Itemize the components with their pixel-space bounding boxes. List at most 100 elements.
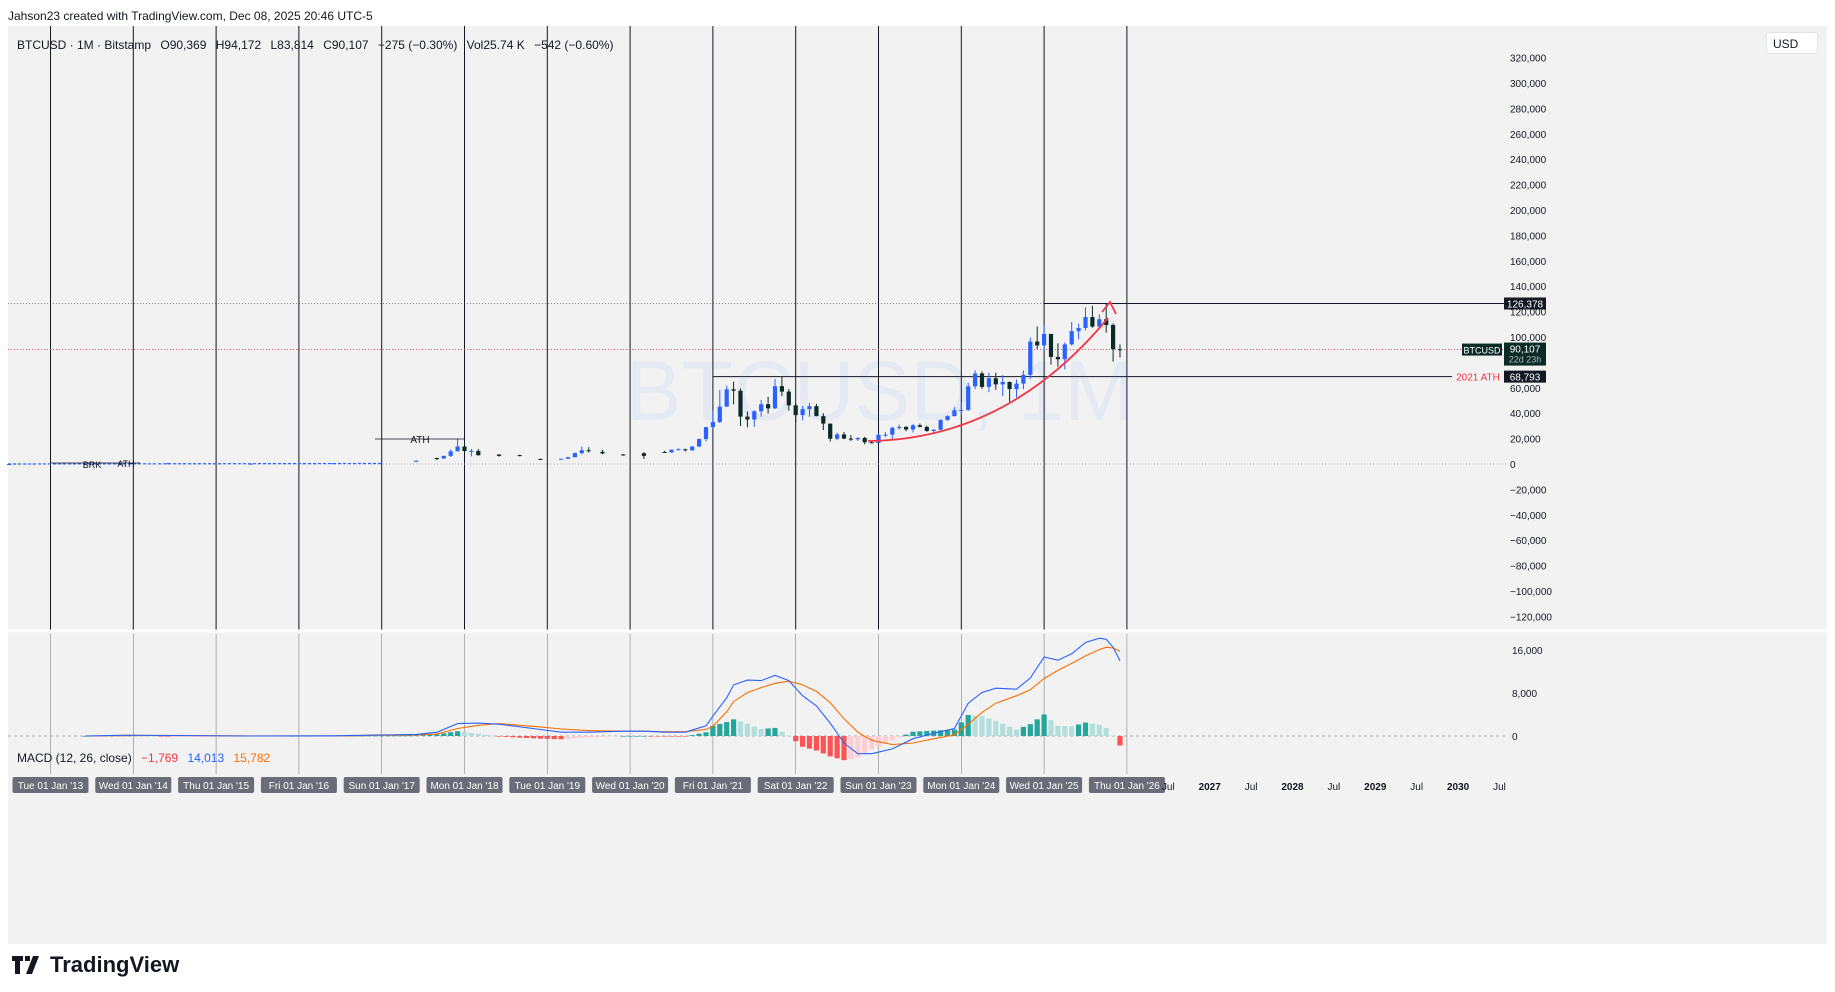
candle-body <box>821 416 826 424</box>
candle-body <box>572 453 577 458</box>
macd-title[interactable]: MACD (12, 26, close) <box>17 751 132 765</box>
brk-label: BRK <box>83 460 102 470</box>
horizontal-levels <box>8 302 1506 465</box>
candle-body <box>772 386 778 409</box>
time-axis-year-badge <box>260 777 337 793</box>
price-tick-label: 160,000 <box>1510 257 1547 268</box>
macd-hist-bar <box>896 736 902 738</box>
candle-body <box>538 458 543 460</box>
macd-hist-bar <box>530 736 537 739</box>
macd-hist-bar <box>199 736 205 737</box>
price-tick-label: −20,000 <box>1510 485 1547 496</box>
macd-hist-bar <box>185 736 192 737</box>
curve-arrow-icon <box>1101 300 1117 315</box>
time-axis-year-badge <box>12 777 89 793</box>
macd-hist-bar <box>724 722 730 736</box>
time-axis-future-year: 2028 <box>1281 782 1304 793</box>
candle-body <box>414 460 419 462</box>
currency-selector[interactable]: USD <box>1766 32 1818 54</box>
macd-tick-label: 16,000 <box>1512 646 1543 657</box>
candle-body <box>752 411 757 420</box>
macd-hist-bar <box>551 736 557 740</box>
macd-hist-bar <box>882 736 888 744</box>
macd-hist-bar <box>910 731 916 736</box>
macd-hist-bar <box>461 732 468 736</box>
macd-hist-bar <box>786 735 792 737</box>
last-price-tag <box>1504 342 1546 366</box>
macd-hist-bar <box>82 736 88 737</box>
macd-hist-bar <box>1110 735 1116 737</box>
legend-symbol[interactable]: BTCUSD · 1M · Bitstamp <box>17 38 152 52</box>
candle-body <box>766 404 771 409</box>
ath-2017-label: ATH <box>410 435 429 446</box>
legend-change: −275 (−0.30%) <box>377 38 458 52</box>
macd-hist-bar <box>593 736 599 738</box>
time-axis-future-year: 2027 <box>1199 782 1222 793</box>
candle-body <box>986 378 991 387</box>
candle-body <box>786 391 791 406</box>
time-axis-year-label: Fri 01 Jan '21 <box>683 781 744 792</box>
time-axis-year-badge <box>426 777 503 793</box>
macd-hist-bar <box>1000 723 1006 736</box>
macd-hist-bar <box>1041 714 1047 736</box>
macd-hist-bar <box>627 736 633 737</box>
macd-hist-bar <box>192 736 198 737</box>
candle-body <box>697 438 702 447</box>
price-tick-label: 0 <box>1510 460 1516 471</box>
time-axis-year-label: Sun 01 Jan '17 <box>348 781 415 792</box>
macd-hist-bar <box>427 734 433 736</box>
macd-hist-bar <box>758 729 764 736</box>
macd-hist-bar <box>1096 724 1102 736</box>
candle-body <box>434 458 439 460</box>
price-tick-label: 300,000 <box>1510 79 1547 90</box>
time-axis-year-badge <box>592 777 669 793</box>
macd-hist-bar <box>510 736 516 738</box>
macd-hist-bar <box>1027 724 1033 736</box>
candle-body <box>993 378 998 385</box>
time-axis-year-badge <box>840 777 917 793</box>
candle-body <box>890 427 895 435</box>
candle-body <box>559 458 564 460</box>
time-axis: Tue 01 Jan '13 Wed 01 Jan '14 Thu 01 Jan '… <box>12 777 1506 793</box>
price-tick-label: 120,000 <box>1510 308 1547 319</box>
macd-hist-bar <box>848 736 854 759</box>
macd-hist-bar <box>606 736 612 737</box>
price-tick-label: 140,000 <box>1510 282 1547 293</box>
candle-body <box>476 450 481 456</box>
macd-hist-bar <box>986 718 992 736</box>
candle-body <box>641 453 646 456</box>
macd-hist-bar <box>662 736 668 737</box>
candle-body <box>1021 374 1026 384</box>
macd-hist-bar <box>765 728 771 736</box>
time-axis-year-badge <box>923 777 1000 793</box>
time-axis-year-badge <box>1006 777 1083 793</box>
macd-hist-bar <box>648 736 654 737</box>
macd-line-value: 14,013 <box>187 751 225 765</box>
macd-hist-bar <box>800 736 806 747</box>
symbol-legend: BTCUSD · 1M · Bitstamp O90,369 H94,172 L… <box>17 38 619 52</box>
macd-hist-bar <box>917 731 923 736</box>
macd-hist-bar <box>1020 726 1026 736</box>
time-axis-year-label: Wed 01 Jan '25 <box>1010 781 1079 792</box>
macd-hist-bar <box>668 736 675 737</box>
macd-hist-bar <box>496 736 502 737</box>
macd-hist-bar <box>413 735 419 737</box>
attribution-text: Jahson23 created with TradingView.com, D… <box>8 9 373 23</box>
macd-hist-bar <box>386 735 392 737</box>
candle-body <box>835 434 840 439</box>
macd-hist-bar <box>1117 736 1123 746</box>
macd-hist-bar <box>1062 726 1068 736</box>
legend-low: L83,814 <box>270 38 314 52</box>
candle-body <box>1000 381 1005 385</box>
price-tick-label: 20,000 <box>1510 435 1541 446</box>
candle-body <box>1035 341 1040 346</box>
ath-small-label: ATH <box>117 459 134 469</box>
macd-hist-bar <box>179 736 185 737</box>
macd-hist-bar <box>441 733 447 736</box>
macd-hist-bar <box>634 736 640 737</box>
macd-hist-bar <box>655 736 661 737</box>
candle-body <box>1014 383 1019 390</box>
candle-body <box>462 446 467 452</box>
candle-body <box>1097 319 1102 327</box>
